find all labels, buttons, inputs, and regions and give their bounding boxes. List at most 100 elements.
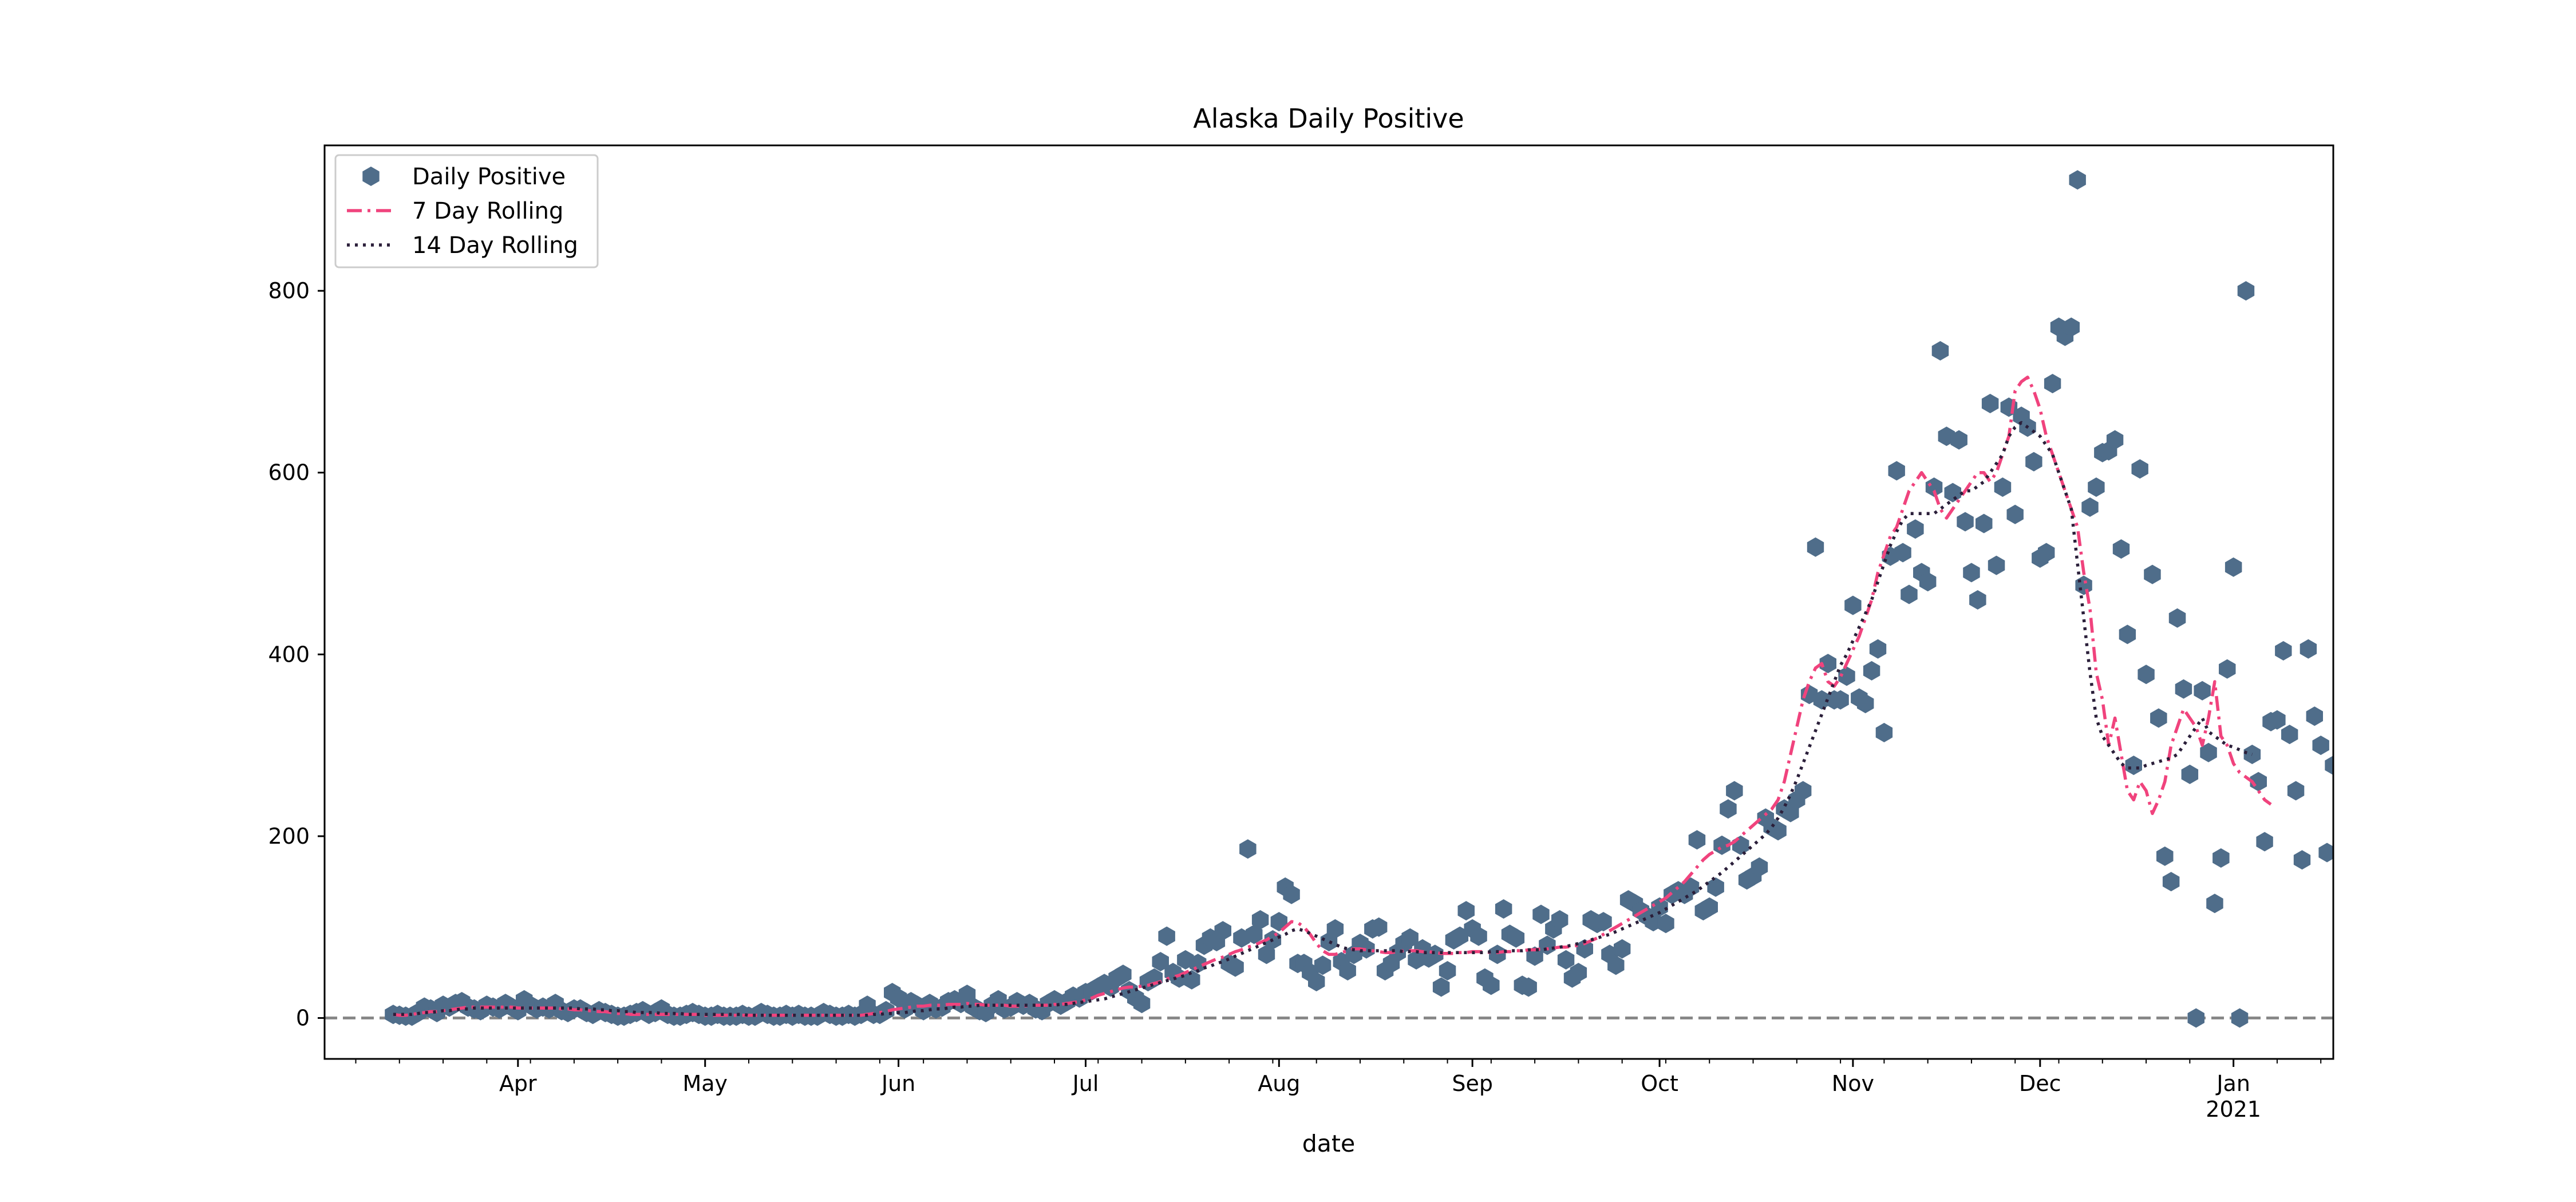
data-point-daily-positive bbox=[1246, 924, 1263, 944]
data-point-daily-positive bbox=[2063, 317, 2080, 337]
data-point-daily-positive bbox=[2038, 543, 2055, 563]
data-point-daily-positive bbox=[2144, 564, 2161, 584]
data-point-daily-positive bbox=[1183, 970, 1200, 990]
x-tick-label: Jan bbox=[2215, 1071, 2250, 1096]
x-tick-label: Jul bbox=[1072, 1071, 1099, 1096]
data-point-daily-positive bbox=[2206, 893, 2223, 914]
data-point-daily-positive bbox=[2281, 725, 2298, 745]
series-line-14-day-rolling bbox=[393, 421, 2253, 1017]
data-point-daily-positive bbox=[2025, 452, 2042, 472]
data-point-daily-positive bbox=[1258, 944, 1275, 964]
data-point-daily-positive bbox=[2219, 659, 2236, 679]
data-point-daily-positive bbox=[2231, 1008, 2249, 1028]
data-point-daily-positive bbox=[1557, 950, 1575, 970]
data-point-daily-positive bbox=[1888, 461, 1905, 481]
data-point-daily-positive bbox=[1595, 912, 1612, 932]
data-point-daily-positive bbox=[1283, 884, 1300, 904]
x-tick-label: May bbox=[682, 1071, 728, 1096]
x-tick-label: Nov bbox=[1832, 1071, 1874, 1096]
data-point-daily-positive bbox=[1976, 513, 1993, 533]
data-point-daily-positive bbox=[2293, 850, 2311, 870]
legend-label-daily-positive: Daily Positive bbox=[412, 164, 566, 190]
data-point-daily-positive bbox=[1158, 926, 1175, 946]
data-point-daily-positive bbox=[2175, 679, 2192, 699]
data-point-daily-positive bbox=[1919, 572, 1937, 592]
legend-label-14-day-rolling: 14 Day Rolling bbox=[412, 232, 578, 259]
data-point-daily-positive bbox=[1439, 961, 1456, 980]
data-point-daily-positive bbox=[1969, 590, 1986, 610]
data-point-daily-positive bbox=[1720, 799, 1737, 819]
data-point-daily-positive bbox=[1713, 835, 1730, 855]
data-point-daily-positive bbox=[2312, 736, 2329, 756]
data-point-daily-positive bbox=[1838, 666, 1855, 686]
data-point-daily-positive bbox=[1875, 722, 1893, 742]
data-point-daily-positive bbox=[2306, 706, 2323, 726]
data-point-daily-positive bbox=[1963, 563, 1980, 583]
data-point-daily-positive bbox=[2300, 639, 2317, 659]
data-point-daily-positive bbox=[1807, 537, 1824, 557]
data-point-daily-positive bbox=[1795, 781, 1812, 801]
data-point-daily-positive bbox=[2168, 608, 2186, 628]
data-point-daily-positive bbox=[1401, 928, 1419, 948]
data-point-daily-positive bbox=[1614, 939, 1631, 959]
data-point-daily-positive bbox=[1651, 897, 1668, 917]
data-point-daily-positive bbox=[1520, 977, 1537, 997]
data-point-daily-positive bbox=[2106, 430, 2124, 450]
data-point-daily-positive bbox=[1901, 584, 1918, 604]
data-point-daily-positive bbox=[1489, 944, 1506, 964]
data-point-daily-positive bbox=[2044, 374, 2061, 394]
x-tick-label: Sep bbox=[1452, 1071, 1493, 1096]
data-point-daily-positive bbox=[1832, 690, 1849, 710]
data-point-daily-positive bbox=[1551, 910, 1568, 930]
legend: Daily Positive 7 Day Rolling 14 Day Rollin… bbox=[334, 154, 599, 268]
data-point-daily-positive bbox=[1483, 975, 1500, 995]
data-point-daily-positive bbox=[2200, 742, 2217, 762]
y-tick-label: 200 bbox=[268, 824, 310, 849]
data-point-daily-positive bbox=[1432, 977, 1450, 997]
data-point-daily-positive bbox=[2194, 681, 2211, 701]
data-point-daily-positive bbox=[1907, 519, 1924, 539]
data-point-daily-positive bbox=[1957, 512, 1974, 532]
data-point-daily-positive bbox=[1576, 939, 1593, 959]
x-tick-year-label: 2021 bbox=[2206, 1097, 2261, 1122]
data-point-daily-positive bbox=[1732, 835, 1749, 855]
data-point-daily-positive bbox=[2112, 539, 2130, 559]
data-point-daily-positive bbox=[2069, 170, 2086, 190]
data-point-daily-positive bbox=[1427, 944, 1444, 964]
legend-label-7-day-rolling: 7 Day Rolling bbox=[412, 198, 563, 224]
data-point-daily-positive bbox=[1115, 964, 1132, 984]
data-point-daily-positive bbox=[1370, 917, 1388, 937]
data-point-daily-positive bbox=[2075, 575, 2092, 595]
data-point-daily-positive bbox=[1358, 939, 1375, 959]
data-point-daily-positive bbox=[1339, 961, 1356, 980]
data-point-daily-positive bbox=[2256, 832, 2273, 852]
data-point-daily-positive bbox=[1251, 910, 1269, 930]
data-point-daily-positive bbox=[1994, 477, 2012, 497]
data-point-daily-positive bbox=[1495, 899, 1512, 919]
x-tick-label: Dec bbox=[2019, 1071, 2061, 1096]
data-point-daily-positive bbox=[1532, 904, 1550, 924]
data-point-daily-positive bbox=[2138, 665, 2155, 685]
data-point-daily-positive bbox=[1308, 972, 1325, 991]
data-point-daily-positive bbox=[1707, 877, 1724, 897]
data-point-daily-positive bbox=[1819, 654, 1836, 674]
data-point-daily-positive bbox=[2318, 843, 2333, 863]
data-point-daily-positive bbox=[1607, 955, 1625, 975]
data-point-daily-positive bbox=[1844, 595, 1862, 615]
data-point-daily-positive bbox=[1152, 952, 1169, 972]
data-point-daily-positive bbox=[1925, 477, 1943, 497]
data-point-daily-positive bbox=[1133, 994, 1151, 1014]
data-point-daily-positive bbox=[2275, 641, 2292, 661]
data-point-daily-positive bbox=[1507, 928, 1525, 948]
data-point-daily-positive bbox=[1214, 921, 1231, 941]
data-point-daily-positive bbox=[1239, 839, 1257, 859]
data-point-daily-positive bbox=[2181, 764, 2199, 784]
data-point-daily-positive bbox=[1863, 661, 1880, 681]
legend-box bbox=[334, 154, 599, 268]
data-point-daily-positive bbox=[1657, 914, 1674, 934]
data-point-daily-positive bbox=[2150, 708, 2167, 728]
data-point-daily-positive bbox=[2131, 459, 2148, 479]
y-tick-label: 0 bbox=[296, 1006, 310, 1031]
